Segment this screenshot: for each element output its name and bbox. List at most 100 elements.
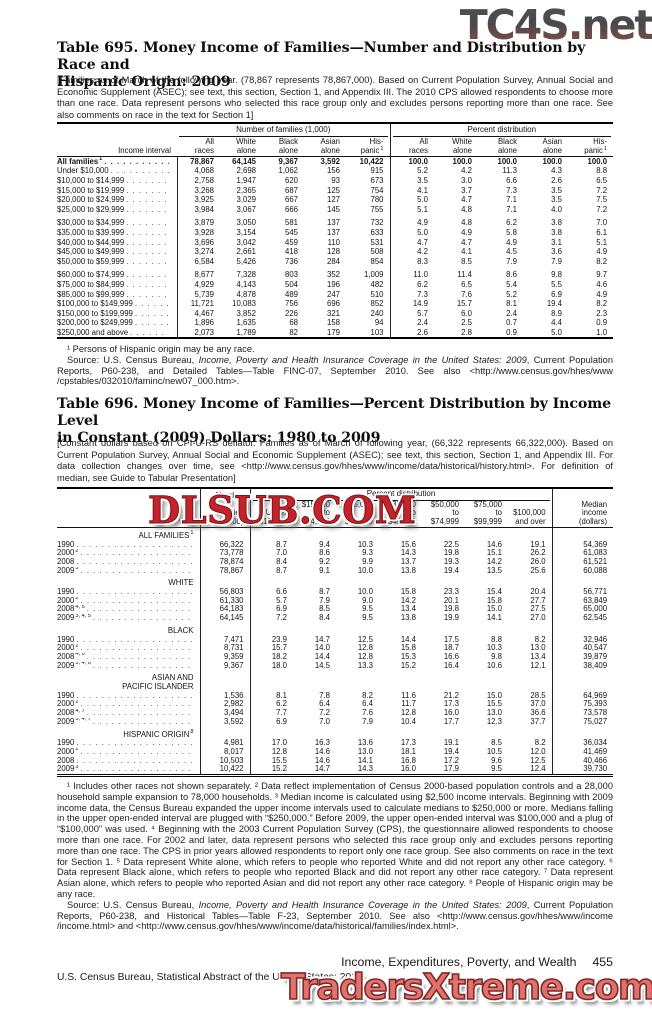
table-row: 20084, 564,183 6.9 8.5 9.5 13.4 19.8 15.0 27.5 6… — [57, 605, 614, 615]
cell: 38,409 — [551, 661, 614, 671]
cell: 2.4 — [506, 308, 518, 318]
cell: 3.1 — [551, 237, 563, 247]
cell: 7.9 — [319, 596, 330, 605]
cell: 8.2 — [362, 691, 373, 700]
dot-leader — [80, 644, 191, 653]
cell: 1,789 — [236, 327, 256, 337]
cell: 8.2 — [596, 256, 608, 266]
income-bracket-header: $100,000 and over — [508, 500, 553, 528]
table695-title: Table 695. Money Income of Families—Numb… — [57, 40, 613, 90]
cell: 17.3 — [400, 739, 416, 748]
header-line: income — [581, 508, 608, 518]
dot-leader — [76, 739, 191, 748]
table696-source: Source: U.S. Census Bureau, Income, Pove… — [57, 899, 613, 932]
table695-title-line1: Table 695. Money Income of Families—Numb… — [57, 40, 586, 73]
cell: 15.4 — [486, 588, 502, 597]
cell: 23.3 — [443, 588, 459, 597]
cell: 7.5 — [596, 195, 608, 205]
cell: 27.7 — [530, 596, 546, 605]
cell: 6.2 — [506, 218, 518, 228]
cell: 19.9 — [443, 614, 459, 623]
cell: 8.2 — [534, 739, 546, 748]
cell: 1.0 — [596, 327, 608, 337]
cell — [250, 575, 293, 588]
cell: 3.0 — [461, 175, 473, 185]
cell: 13.5 — [486, 566, 502, 575]
cell: 8.4 — [276, 557, 287, 566]
cell: 6.9 — [551, 289, 563, 299]
cell: 5.2 — [506, 289, 518, 299]
cell: 63,849 — [551, 596, 614, 606]
cell: 321 — [326, 308, 340, 318]
col-header: All races — [177, 136, 220, 157]
cell: 4.1 — [461, 247, 473, 257]
row-label: 20002 — [57, 644, 200, 653]
cell: 9.9 — [362, 557, 373, 566]
cell: 8.5 — [491, 739, 502, 748]
cell — [199, 527, 251, 541]
cell: 36,034 — [551, 739, 614, 748]
cell: 8.9 — [551, 308, 563, 318]
cell: 54,369 — [551, 540, 614, 550]
col-header: Asian alone — [304, 136, 346, 157]
cell: 8.1 — [506, 299, 518, 309]
cell: 13.4 — [400, 605, 416, 614]
table-row: $150,000 to $199,999 4,467 3,852 226 321 240 5… — [57, 308, 613, 319]
table695-body: All families1 78,867 64,145 9,367 3,592 10,42… — [57, 156, 613, 339]
cell: 9.8 — [491, 652, 502, 661]
row-label: $30,000 to $34,999 — [57, 214, 178, 228]
cell: 3,592 — [199, 717, 251, 727]
cell — [336, 727, 379, 740]
cell — [422, 727, 465, 740]
cell: 2,073 — [194, 327, 214, 337]
dot-leader — [135, 299, 169, 309]
cell: 78,867 — [190, 156, 214, 166]
table696-footnotes: ¹ Includes other races not shown separat… — [57, 781, 613, 932]
dot-leader — [126, 290, 168, 300]
cell: 2.6 — [551, 175, 563, 185]
table-row: 200810,503 15.5 14.6 14.1 16.8 17.2 9.6 12.5 40,… — [57, 756, 614, 766]
table-row: 200028,731 15.7 14.0 12.8 15.8 18.7 10.3 13.0 40… — [57, 644, 614, 653]
cell: 531 — [370, 237, 384, 247]
table-695: Income interval Number of families (1,000… — [57, 122, 614, 340]
cell: 5.5 — [551, 279, 563, 289]
cell: 75,393 — [551, 700, 614, 710]
cell: 8.7 — [319, 588, 330, 597]
dot-leader — [126, 270, 168, 280]
cell: 60,088 — [551, 566, 614, 576]
row-label: 20002 — [57, 748, 200, 757]
table-row: 19907,471 23.9 14.7 12.5 14.4 17.5 8.8 8.2 32,94… — [57, 635, 614, 645]
cell: 4.7 — [389, 237, 435, 248]
dot-leader — [80, 700, 191, 709]
page-number: 455 — [592, 955, 613, 969]
cell: 2,982 — [199, 700, 251, 710]
dot-leader — [76, 541, 191, 550]
cell: 82 — [289, 327, 298, 337]
cell: 0.9 — [596, 318, 608, 328]
row-label: 20093, 4, 6 — [57, 662, 200, 671]
cell: 6.2 — [276, 700, 287, 709]
table-row: 2000261,330 5.7 7.9 9.0 14.2 20.1 15.8 27.7 63,8… — [57, 596, 614, 606]
cell: 7.3 — [506, 185, 518, 195]
table695-title-line2: Hispanic Origin: 2009 — [57, 73, 231, 90]
cell: 667 — [284, 195, 298, 205]
table-row: 2009310,422 15.2 14.7 14.3 16.0 17.9 9.5 12.4 39… — [57, 765, 614, 776]
cell: 12.8 — [400, 709, 416, 718]
group-label: BLACK — [167, 625, 194, 635]
cell — [551, 670, 614, 692]
cell: 852 — [370, 299, 384, 309]
dot-leader — [126, 186, 168, 196]
cell: 36.6 — [530, 709, 546, 718]
cell: 12.8 — [357, 644, 373, 653]
cell — [250, 727, 293, 740]
cell: 15.8 — [400, 588, 416, 597]
cell: 0.9 — [506, 327, 518, 337]
subheader-row: All races White alone Black alone Asian alone Hi… — [57, 136, 614, 157]
cell: 7.9 — [362, 717, 373, 726]
group-header-row: HISPANIC ORIGIN8 — [57, 726, 614, 740]
cell: 14.7 — [314, 765, 330, 774]
cell: 145 — [326, 204, 340, 214]
cell: 510 — [370, 289, 384, 299]
row-label: Under $10,000 — [57, 166, 178, 176]
cell: 3,067 — [236, 204, 256, 214]
